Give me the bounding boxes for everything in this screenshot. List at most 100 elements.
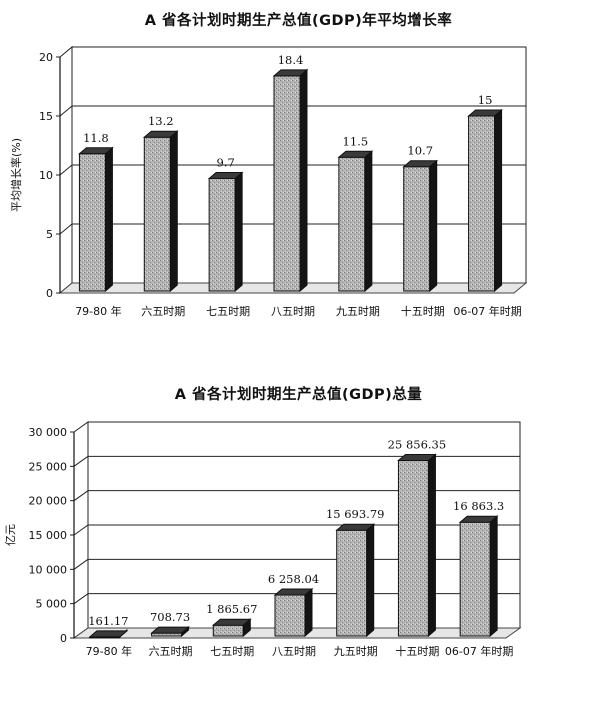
bar-6: [397, 453, 437, 638]
growth-rate-chart-svg: 0 5 10 15 20 平均增长率(%) 11.8 79-80 年 13.2 六五时期 9.7 七五…: [9, 45, 528, 318]
data-label: 10.7: [407, 144, 433, 158]
growth-rate-chart: A 省各计划时期生产总值(GDP)年平均增长率 0 5 10 15 20 平均增长率(%)…: [0, 0, 597, 330]
y-tick-label: 20: [39, 51, 53, 64]
data-label: 1 865.67: [206, 602, 257, 616]
data-label: 9.7: [216, 156, 234, 170]
bar-1: [88, 628, 129, 639]
y-tick-label: 0: [60, 632, 67, 645]
bar-5: [337, 150, 374, 293]
data-label: 18.4: [278, 53, 304, 67]
bar-side: [366, 523, 375, 638]
bar-5: [335, 523, 376, 638]
bar-top: [467, 109, 503, 117]
bar-top: [337, 150, 374, 158]
data-label: 161.17: [88, 614, 128, 628]
bar-side: [489, 515, 498, 638]
bar-side: [299, 68, 308, 293]
y-tick-label: 15: [39, 110, 53, 123]
x-category-label: 七五时期: [210, 645, 254, 658]
x-category-label: 79-80 年: [86, 644, 132, 658]
bar-3: [207, 171, 244, 293]
data-label: 13.2: [148, 114, 174, 128]
data-label: 15 693.79: [326, 507, 385, 521]
bar-top: [458, 515, 499, 523]
bar-top: [273, 588, 314, 596]
x-category-label: 十五时期: [401, 304, 445, 318]
chart-title: A 省各计划时期生产总值(GDP)年平均增长率: [144, 13, 453, 29]
bar-side: [494, 108, 503, 293]
bar-top: [272, 69, 309, 77]
x-category-label: 七五时期: [206, 305, 250, 318]
bar-top: [402, 160, 439, 168]
x-category-label: 八五时期: [272, 645, 316, 658]
bar-front: [212, 624, 244, 637]
gridline-side: [73, 524, 89, 536]
gridline-side: [73, 455, 89, 467]
bar-front: [143, 136, 171, 292]
bar-front: [336, 529, 368, 637]
bar-side: [364, 150, 373, 293]
bar-side: [429, 159, 438, 293]
bar-front: [459, 521, 491, 637]
bar-top: [150, 626, 190, 634]
x-category-label: 六五时期: [149, 645, 193, 658]
bar-top: [78, 147, 114, 155]
x-category-label: 06-07 年时期: [445, 644, 513, 658]
bar-side: [427, 453, 436, 638]
y-tick-label: 10 000: [29, 563, 68, 576]
y-tick-label: 15 000: [29, 529, 68, 542]
y-axis-title: 亿元: [4, 524, 17, 546]
bar-front: [208, 178, 236, 292]
bar-front: [274, 594, 306, 637]
y-tick-label: 5 000: [36, 598, 68, 611]
bar-top: [207, 172, 244, 180]
x-category-label: 79-80 年: [75, 304, 121, 318]
bar-side: [104, 146, 113, 293]
gdp-total-chart: A 省各计划时期生产总值(GDP)总量 0 5 000 10 000 15 000 20…: [0, 372, 597, 672]
bar-6: [402, 159, 439, 293]
data-label: 6 258.04: [268, 572, 319, 586]
bar-2: [142, 130, 179, 293]
gridline-side: [59, 223, 73, 235]
bar-side: [169, 130, 178, 293]
bar-front: [273, 75, 301, 292]
gridline-side: [73, 593, 89, 605]
bar-front: [468, 115, 496, 292]
gridline-side: [73, 490, 89, 502]
x-category-label: 九五时期: [334, 645, 378, 658]
gdp-total-chart-svg: 0 5 000 10 000 15 000 20 000 25 000 30 000 亿元 16…: [4, 421, 522, 658]
x-category-label: 06-07 年时期: [453, 304, 521, 318]
gridline-side: [59, 164, 73, 176]
x-category-label: 八五时期: [271, 305, 315, 318]
y-axis-title: 平均增长率(%): [9, 138, 23, 212]
data-label: 11.8: [83, 131, 109, 145]
bar-front: [78, 153, 106, 292]
x-category-label: 九五时期: [336, 305, 380, 318]
bar-side: [234, 171, 243, 293]
y-tick-label: 25 000: [29, 460, 68, 473]
y-tick-label: 30 000: [29, 426, 68, 439]
bar-front: [397, 459, 429, 637]
gridline-side: [73, 558, 89, 570]
bar-top: [142, 130, 179, 138]
bar-1: [78, 146, 114, 293]
bar-front: [338, 156, 366, 292]
bar-4: [273, 587, 314, 638]
y-tick-label: 5: [46, 228, 53, 241]
data-label: 25 856.35: [388, 437, 447, 451]
data-label: 15: [478, 93, 493, 107]
gridline-side: [59, 105, 73, 117]
bar-7: [458, 515, 499, 638]
bar-2: [150, 626, 190, 638]
bar-7: [467, 108, 503, 293]
y-tick-label: 10: [39, 169, 53, 182]
y-tick-label: 0: [46, 287, 53, 300]
x-category-label: 六五时期: [141, 305, 185, 318]
chart-title: A 省各计划时期生产总值(GDP)总量: [174, 387, 423, 403]
x-category-label: 十五时期: [395, 644, 439, 658]
data-label: 16 863.3: [453, 499, 504, 513]
data-label: 11.5: [343, 134, 369, 148]
y-tick-label: 20 000: [29, 495, 68, 508]
bar-4: [272, 68, 309, 293]
bar-side: [304, 587, 313, 638]
